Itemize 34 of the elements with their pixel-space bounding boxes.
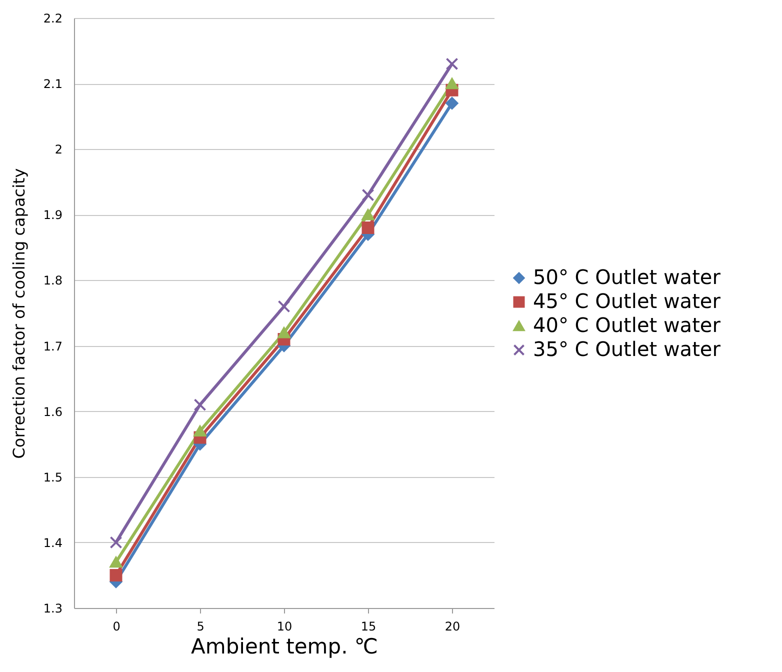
point — [362, 188, 374, 202]
point — [110, 568, 122, 582]
point — [446, 96, 458, 110]
y-tick-label: 1.5 — [43, 470, 62, 484]
legend-label: 50° C Outlet water — [533, 265, 722, 289]
x-tick-label: 0 — [112, 620, 120, 634]
legend-label: 45° C Outlet water — [533, 289, 722, 313]
x-tick-label: 20 — [444, 620, 460, 634]
point — [278, 300, 290, 313]
point — [278, 327, 290, 338]
legend-label: 35° C Outlet water — [533, 337, 722, 361]
y-tick-label: 1.9 — [43, 208, 62, 222]
point — [194, 425, 206, 437]
point — [110, 556, 122, 568]
y-tick-label: 2.2 — [43, 12, 62, 26]
point — [194, 398, 206, 412]
point — [446, 58, 458, 70]
y-axis-title: Correction factor of cooling capacity — [9, 168, 28, 459]
point — [446, 78, 458, 90]
point — [110, 536, 122, 549]
y-tick-label: 2.1 — [43, 77, 62, 92]
y-tick-label: 1.7 — [43, 339, 62, 354]
y-tick-label: 1.4 — [43, 536, 62, 550]
x-tick-label: 10 — [276, 620, 292, 634]
y-tick-label: 2 — [54, 142, 62, 157]
point — [362, 222, 374, 234]
x-tick-label: 15 — [360, 620, 376, 634]
legend-label: 40° C Outlet water — [533, 313, 722, 337]
y-tick-label: 1.8 — [43, 274, 62, 288]
x-tick-label: 5 — [196, 620, 204, 634]
y-tick-label: 1.6 — [43, 404, 62, 419]
point — [362, 209, 374, 220]
x-axis-title: Ambient temp. ℃ — [190, 634, 378, 658]
y-tick-label: 1.3 — [43, 602, 62, 616]
